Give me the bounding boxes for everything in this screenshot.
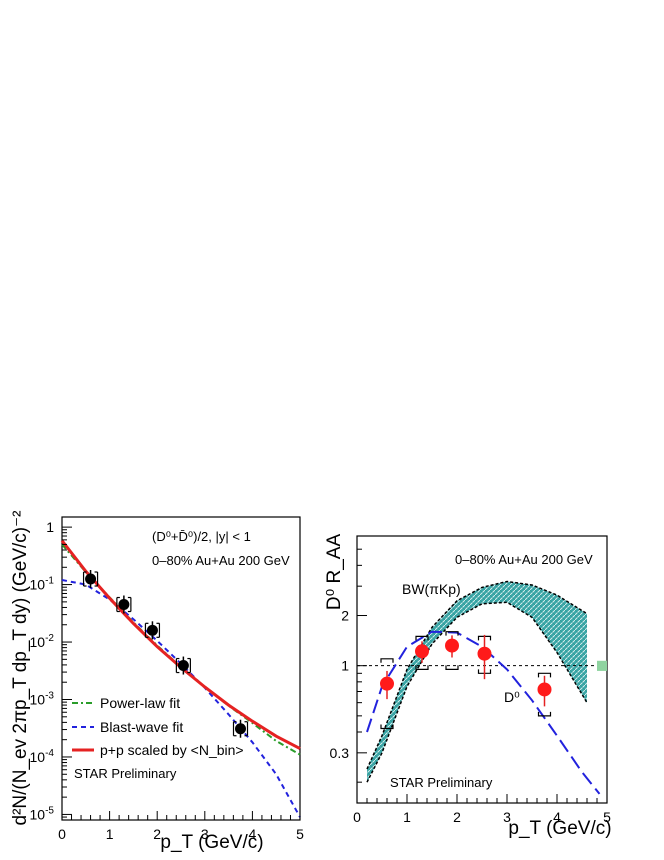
raa-y-tick-label: 0.3 xyxy=(330,745,350,761)
spectrum-plot-frame xyxy=(61,516,301,821)
raa-x-tick-label: 5 xyxy=(603,809,611,825)
spectrum-curve-1 xyxy=(61,579,301,818)
raa-band-label: BW(πKp) xyxy=(402,581,461,597)
spectrum-panel: 0 1 2 3 4 5 10-5 10-4 10-3 10-2 10-1 1 (D⁰+D̄⁰)/2, … xyxy=(10,511,304,853)
spectrum-y-axis-title: d²N/(N_ev 2πp_T dp_T dy) (GeV/c)⁻² xyxy=(10,511,31,826)
raa-curve-label: D⁰ xyxy=(504,689,520,705)
spectrum-x-tick-label: 5 xyxy=(296,826,304,842)
raa-bw-band-upper-edge xyxy=(366,580,588,770)
raa-y-axis-title: D⁰ R_AA xyxy=(324,534,345,611)
raa-x-tick-label: 2 xyxy=(453,809,461,825)
raa-data-point xyxy=(380,658,394,730)
spectrum-data-point xyxy=(232,719,249,738)
spectrum-x-tick-label: 1 xyxy=(106,826,114,842)
spectrum-data-point xyxy=(175,656,191,675)
raa-x-axis-title: p_T (GeV/c) xyxy=(508,818,611,839)
raa-d0-model-curve xyxy=(366,630,601,795)
raa-y-tick-label: 1 xyxy=(341,658,349,674)
spectrum-annotation-system: 0–80% Au+Au 200 GeV xyxy=(152,553,290,568)
spectrum-x-tick-label: 4 xyxy=(249,826,257,842)
legend-label-power-law: Power-law fit xyxy=(100,695,180,711)
spectrum-y-tick-label: 10-2 xyxy=(30,633,55,650)
raa-bw-band xyxy=(367,581,587,783)
raa-data-point xyxy=(415,635,429,670)
raa-x-tick-label: 3 xyxy=(503,809,511,825)
spectrum-y-tick-label: 10-3 xyxy=(30,691,55,708)
spectrum-star-preliminary: STAR Preliminary xyxy=(74,766,177,781)
raa-x-tick-label: 0 xyxy=(353,809,361,825)
spectrum-x-tick-label: 0 xyxy=(58,826,66,842)
spectrum-y-tick-label: 10-4 xyxy=(30,748,55,765)
spectrum-x-tick-label: 2 xyxy=(153,826,161,842)
spectrum-annotation-decay: (D⁰+D̄⁰)/2, |y| < 1 xyxy=(152,529,251,544)
spectrum-y-tick-label: 1 xyxy=(46,519,54,535)
raa-normalization-box xyxy=(597,660,607,671)
spectrum-x-tick-label: 3 xyxy=(201,826,209,842)
raa-data-point xyxy=(537,672,552,717)
raa-panel: 0 1 2 3 4 50.312 0–80% Au+Au 200 GeV BW(πKp) … xyxy=(324,534,612,839)
raa-annotation-system: 0–80% Au+Au 200 GeV xyxy=(455,552,593,567)
raa-data-point xyxy=(477,634,492,680)
spectrum-legend: Power-law fit Blast-wave fit p+p scaled … xyxy=(72,695,244,758)
legend-label-pp-scaled: p+p scaled by <N_bin> xyxy=(100,742,244,758)
spectrum-data-point xyxy=(82,570,99,589)
raa-star-preliminary: STAR Preliminary xyxy=(390,775,493,790)
raa-x-tick-label: 4 xyxy=(553,809,561,825)
spectrum-x-axis-title: p_T (GeV/c) xyxy=(160,832,263,853)
legend-label-blast-wave: Blast-wave fit xyxy=(100,719,183,735)
raa-y-tick-label: 2 xyxy=(341,608,349,624)
raa-x-tick-label: 1 xyxy=(403,809,411,825)
spectrum-curve-2 xyxy=(60,539,301,750)
spectrum-data-point xyxy=(116,595,132,614)
raa-data-point xyxy=(445,631,459,670)
spectrum-y-tick-label: 10-1 xyxy=(30,576,55,593)
spectrum-y-tick-label: 10-5 xyxy=(30,805,55,822)
spectrum-data-point xyxy=(144,621,161,640)
